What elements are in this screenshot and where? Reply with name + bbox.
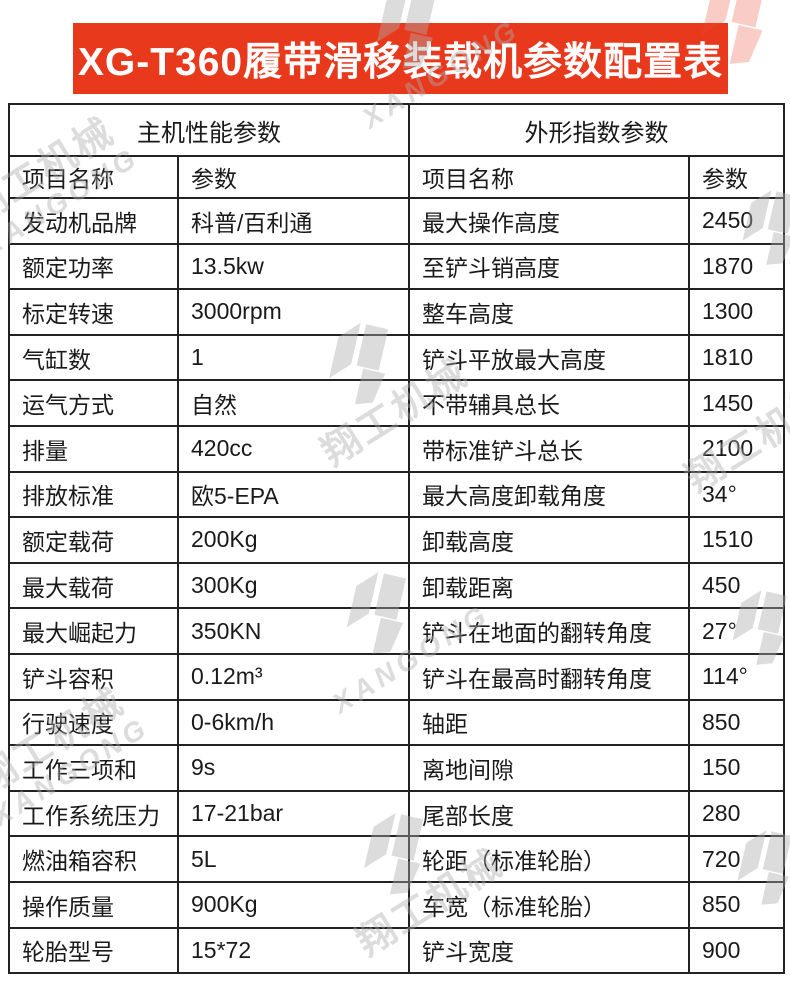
spec-item-cell: 操作质量	[8, 880, 179, 929]
spec-item-cell: 额定功率	[8, 242, 179, 291]
spec-item-cell: 铲斗宽度	[408, 926, 690, 975]
column-header-row: 项目名称 参数 项目名称 参数	[8, 155, 785, 199]
spec-item-cell: 排放标准	[8, 470, 179, 519]
spec-item-cell: 带标准铲斗总长	[408, 424, 690, 473]
spec-item-cell: 标定转速	[8, 288, 179, 336]
spec-value-cell: 科普/百利通	[177, 197, 410, 245]
spec-item-cell: 最大操作高度	[408, 197, 690, 245]
left-section-title: 主机性能参数	[8, 103, 410, 157]
spec-item-cell: 额定载荷	[8, 516, 179, 564]
spec-value-cell: 17-21bar	[177, 789, 410, 838]
table-row: 燃油箱容积 5L 轮距（标准轮胎） 720	[8, 835, 785, 883]
table-row: 行驶速度 0-6km/h 轴距 850	[8, 698, 785, 747]
spec-value-cell: 850	[688, 698, 785, 747]
table-row: 工作系统压力 17-21bar 尾部长度 280	[8, 789, 785, 838]
right-value-col-header: 参数	[688, 155, 785, 199]
table-row: 排量 420cc 带标准铲斗总长 2100	[8, 424, 785, 473]
table-row: 运气方式 自然 不带辅具总长 1450	[8, 379, 785, 427]
spec-value-cell: 1810	[688, 333, 785, 382]
spec-item-cell: 最大载荷	[8, 561, 179, 610]
spec-item-cell: 轮胎型号	[8, 926, 179, 975]
spec-item-cell: 铲斗容积	[8, 652, 179, 701]
spec-value-cell: 13.5kw	[177, 242, 410, 291]
spec-value-cell: 34°	[688, 470, 785, 519]
spec-value-cell: 0-6km/h	[177, 698, 410, 747]
spec-value-cell: 0.12m³	[177, 652, 410, 701]
spec-item-cell: 行驶速度	[8, 698, 179, 747]
spec-value-cell: 27°	[688, 607, 785, 655]
spec-value-cell: 114°	[688, 652, 785, 701]
spec-item-cell: 最大高度卸载角度	[408, 470, 690, 519]
spec-item-cell: 至铲斗销高度	[408, 242, 690, 291]
spec-item-cell: 轴距	[408, 698, 690, 747]
table-row: 最大崛起力 350KN 铲斗在地面的翻转角度 27°	[8, 607, 785, 655]
spec-value-cell: 15*72	[177, 926, 410, 975]
spec-value-cell: 2100	[688, 424, 785, 473]
spec-value-cell: 420cc	[177, 424, 410, 473]
spec-value-cell: 1450	[688, 379, 785, 427]
spec-value-cell: 900Kg	[177, 880, 410, 929]
table-row: 标定转速 3000rpm 整车高度 1300	[8, 288, 785, 336]
spec-item-cell: 铲斗平放最大高度	[408, 333, 690, 382]
spec-value-cell: 欧5-EPA	[177, 470, 410, 519]
spec-value-cell: 自然	[177, 379, 410, 427]
spec-item-cell: 气缸数	[8, 333, 179, 382]
table-row: 发动机品牌 科普/百利通 最大操作高度 2450	[8, 197, 785, 245]
spec-item-cell: 铲斗在地面的翻转角度	[408, 607, 690, 655]
spec-item-cell: 卸载高度	[408, 516, 690, 564]
table-row: 气缸数 1 铲斗平放最大高度 1810	[8, 333, 785, 382]
spec-value-cell: 1870	[688, 242, 785, 291]
table-row: 轮胎型号 15*72 铲斗宽度 900	[8, 926, 785, 975]
spec-item-cell: 工作三项和	[8, 744, 179, 792]
spec-value-cell: 1510	[688, 516, 785, 564]
spec-value-cell: 1300	[688, 288, 785, 336]
table-row: 工作三项和 9s 离地间隙 150	[8, 744, 785, 792]
spec-value-cell: 2450	[688, 197, 785, 245]
spec-value-cell: 350KN	[177, 607, 410, 655]
spec-item-cell: 燃油箱容积	[8, 835, 179, 883]
right-section-title: 外形指数参数	[408, 103, 785, 157]
spec-item-cell: 卸载距离	[408, 561, 690, 610]
spec-value-cell: 720	[688, 835, 785, 883]
left-item-col-header: 项目名称	[8, 155, 179, 199]
spec-item-cell: 运气方式	[8, 379, 179, 427]
spec-table: 主机性能参数 外形指数参数 项目名称 参数 项目名称 参数 发动机品牌 科普/百…	[8, 103, 785, 975]
spec-value-cell: 900	[688, 926, 785, 975]
spec-value-cell: 150	[688, 744, 785, 792]
spec-item-cell: 铲斗在最高时翻转角度	[408, 652, 690, 701]
spec-value-cell: 450	[688, 561, 785, 610]
table-row: 额定功率 13.5kw 至铲斗销高度 1870	[8, 242, 785, 291]
spec-item-cell: 发动机品牌	[8, 197, 179, 245]
spec-item-cell: 尾部长度	[408, 789, 690, 838]
table-row: 排放标准 欧5-EPA 最大高度卸载角度 34°	[8, 470, 785, 519]
spec-item-cell: 不带辅具总长	[408, 379, 690, 427]
table-row: 最大载荷 300Kg 卸载距离 450	[8, 561, 785, 610]
spec-value-cell: 850	[688, 880, 785, 929]
spec-value-cell: 200Kg	[177, 516, 410, 564]
page-title: XG-T360履带滑移装载机参数配置表	[77, 40, 724, 84]
spec-value-cell: 1	[177, 333, 410, 382]
spec-item-cell: 离地间隙	[408, 744, 690, 792]
left-value-col-header: 参数	[177, 155, 410, 199]
spec-value-cell: 300Kg	[177, 561, 410, 610]
right-item-col-header: 项目名称	[408, 155, 690, 199]
table-row: 铲斗容积 0.12m³ 铲斗在最高时翻转角度 114°	[8, 652, 785, 701]
spec-item-cell: 最大崛起力	[8, 607, 179, 655]
spec-value-cell: 5L	[177, 835, 410, 883]
spec-item-cell: 整车高度	[408, 288, 690, 336]
spec-item-cell: 排量	[8, 424, 179, 473]
spec-value-cell: 3000rpm	[177, 288, 410, 336]
table-row: 操作质量 900Kg 车宽（标准轮胎） 850	[8, 880, 785, 929]
spec-value-cell: 280	[688, 789, 785, 838]
title-banner: XG-T360履带滑移装载机参数配置表	[73, 23, 728, 94]
section-header-row: 主机性能参数 外形指数参数	[8, 103, 785, 157]
spec-value-cell: 9s	[177, 744, 410, 792]
spec-item-cell: 车宽（标准轮胎）	[408, 880, 690, 929]
table-row: 额定载荷 200Kg 卸载高度 1510	[8, 516, 785, 564]
spec-item-cell: 轮距（标准轮胎）	[408, 835, 690, 883]
spec-item-cell: 工作系统压力	[8, 789, 179, 838]
